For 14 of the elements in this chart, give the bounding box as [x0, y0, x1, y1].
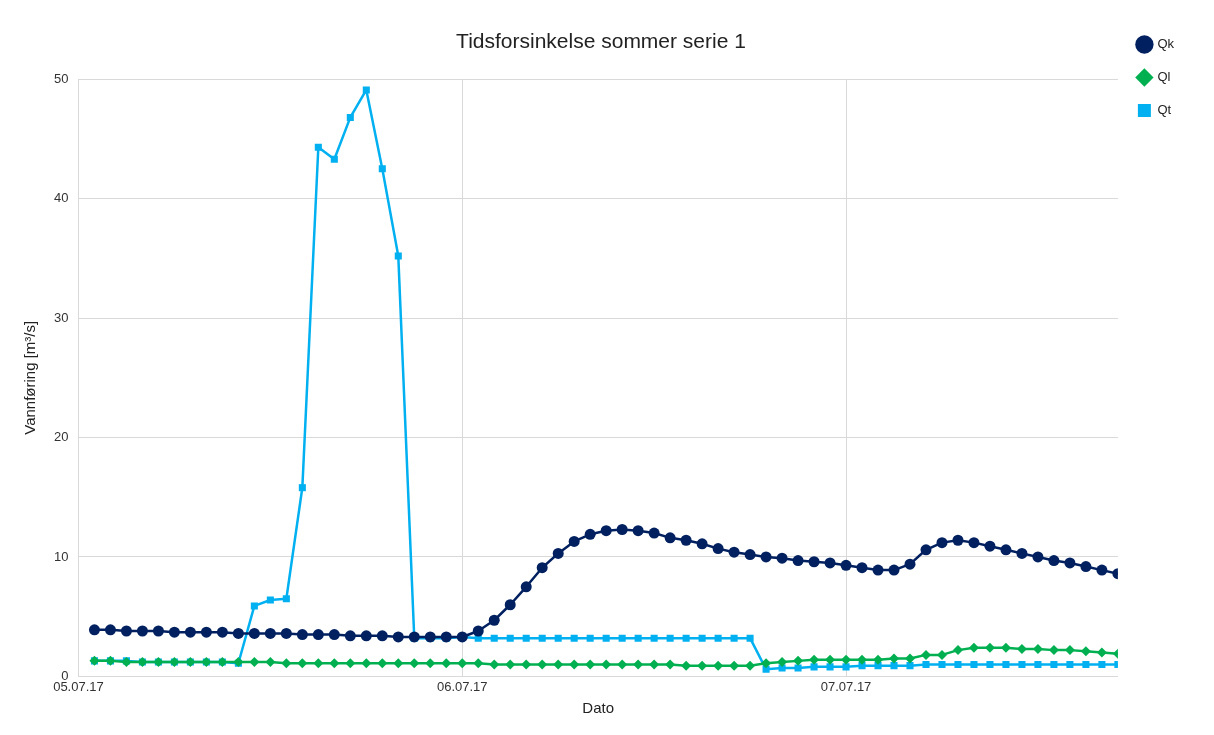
- legend-label: Qk: [1157, 36, 1175, 52]
- y-tick-label: 30: [53, 309, 69, 325]
- y-tick-label: 20: [53, 429, 69, 445]
- chart-title: Tidsforsinkelse sommer serie 1: [456, 29, 746, 53]
- y-tick-label: 40: [53, 190, 69, 206]
- y-tick-label: 10: [53, 548, 69, 564]
- y-tick-label: 0: [61, 667, 69, 683]
- x-axis-title: Dato: [582, 699, 615, 717]
- legend-label: Ql: [1157, 69, 1171, 85]
- x-tick-label: 06.07.17: [436, 678, 488, 694]
- x-tick-label: 07.07.17: [820, 678, 872, 694]
- y-tick-label: 50: [53, 70, 69, 86]
- y-axis-title: Vannføring [m³/s]: [21, 320, 39, 435]
- legend-label: Qt: [1157, 102, 1172, 118]
